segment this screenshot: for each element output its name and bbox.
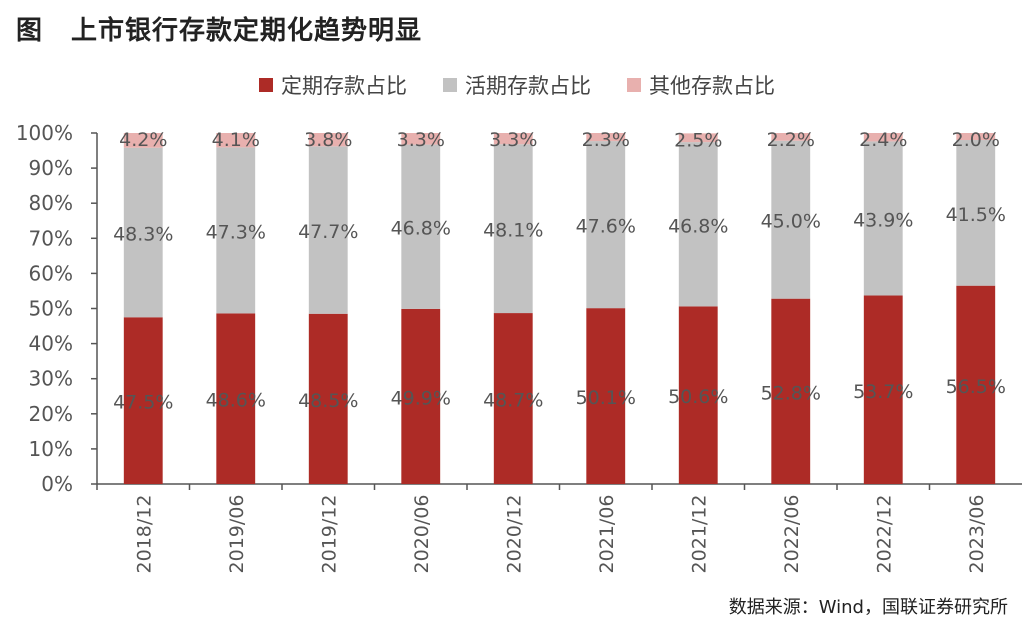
x-tick-label: 2018/12: [133, 495, 155, 574]
x-tick-label: 2020/06: [411, 495, 433, 574]
y-tick-label: 60%: [29, 261, 73, 285]
bar-segment: [123, 133, 163, 148]
bar-segment: [586, 141, 626, 309]
data-label: 50.1%: [576, 387, 636, 409]
bar-segment: [216, 133, 256, 148]
bar-segment: [956, 285, 996, 484]
bar-segment: [956, 133, 996, 141]
bar-segment: [771, 133, 811, 141]
data-label: 4.2%: [119, 129, 167, 151]
data-label: 3.3%: [397, 129, 445, 151]
bar-segment: [216, 147, 256, 314]
data-label: 45.0%: [761, 211, 821, 233]
bar-segment: [771, 298, 811, 484]
bar-segment: [123, 147, 163, 318]
x-tick-label: 2021/12: [688, 495, 710, 574]
x-tick-label: 2019/06: [226, 495, 248, 574]
legend-label-other: 其他存款占比: [649, 74, 775, 98]
source-note: 数据来源：Wind，国联证券研究所: [728, 597, 1008, 618]
bar-segment: [678, 142, 718, 307]
legend: 定期存款占比 活期存款占比 其他存款占比: [0, 70, 1034, 100]
data-label: 48.5%: [298, 390, 358, 412]
data-label: 47.6%: [576, 216, 636, 238]
data-label: 48.1%: [483, 220, 543, 242]
data-label: 48.7%: [483, 390, 543, 412]
chart-title: 图上市银行存款定期化趋势明显: [16, 10, 422, 47]
data-label: 4.1%: [212, 129, 260, 151]
data-label: 3.8%: [304, 129, 352, 151]
x-tick-label: 2021/06: [596, 495, 618, 574]
data-label: 43.9%: [853, 209, 913, 231]
y-tick-label: 90%: [29, 156, 73, 180]
bar-segment: [863, 141, 903, 296]
y-tick-label: 0%: [41, 472, 73, 496]
legend-swatch-fixed: [259, 78, 273, 92]
data-label: 53.7%: [853, 381, 913, 403]
data-label: 49.9%: [391, 387, 451, 409]
bar-segment: [678, 133, 718, 143]
legend-item-demand: 活期存款占比: [443, 70, 591, 100]
x-tick-label: 2022/12: [873, 495, 895, 574]
bar-segment: [956, 140, 996, 286]
bar-segment: [308, 133, 348, 147]
bar-segment: [678, 306, 718, 484]
x-tick-label: 2022/06: [781, 495, 803, 574]
data-label: 2.3%: [582, 129, 630, 151]
bar-segment: [216, 313, 256, 484]
legend-label-fixed: 定期存款占比: [281, 74, 407, 98]
y-tick-label: 20%: [29, 402, 73, 426]
data-label: 41.5%: [946, 204, 1006, 226]
data-label: 3.3%: [489, 129, 537, 151]
data-label: 2.2%: [767, 129, 815, 151]
x-tick-label: 2023/06: [966, 495, 988, 574]
bar-segment: [586, 133, 626, 142]
data-label: 48.3%: [113, 224, 173, 246]
bar-segment: [401, 308, 441, 484]
y-tick-label: 100%: [16, 121, 73, 145]
legend-item-other: 其他存款占比: [627, 70, 775, 100]
y-tick-label: 70%: [29, 226, 73, 250]
y-tick-label: 30%: [29, 367, 73, 391]
bar-segment: [308, 313, 348, 484]
data-label: 2.0%: [952, 129, 1000, 151]
figure-prefix: 图: [16, 16, 44, 46]
bar-segment: [493, 313, 533, 484]
y-tick-label: 80%: [29, 191, 73, 215]
bar-segment: [493, 144, 533, 314]
bar-segment: [401, 144, 441, 309]
data-label: 2.5%: [674, 129, 722, 151]
bar-segment: [308, 146, 348, 314]
y-tick-label: 10%: [29, 437, 73, 461]
data-label: 46.8%: [391, 218, 451, 240]
legend-label-demand: 活期存款占比: [465, 74, 591, 98]
bar-segment: [401, 133, 441, 145]
bar-segment: [123, 317, 163, 484]
data-label: 47.5%: [113, 392, 173, 414]
data-label: 48.6%: [206, 390, 266, 412]
data-label: 46.8%: [668, 215, 728, 237]
bar-segment: [586, 308, 626, 484]
bar-segment: [863, 133, 903, 142]
data-label: 47.3%: [206, 221, 266, 243]
y-tick-label: 40%: [29, 332, 73, 356]
legend-swatch-demand: [443, 78, 457, 92]
data-label: 50.6%: [668, 386, 728, 408]
bar-segment: [863, 295, 903, 484]
y-tick-label: 50%: [29, 297, 73, 321]
bar-segment: [771, 140, 811, 299]
data-label: 2.4%: [859, 129, 907, 151]
data-label: 47.7%: [298, 221, 358, 243]
legend-item-fixed: 定期存款占比: [259, 70, 407, 100]
x-tick-label: 2019/12: [318, 495, 340, 574]
data-label: 52.8%: [761, 382, 821, 404]
title-text: 上市银行存款定期化趋势明显: [71, 16, 423, 46]
x-tick-label: 2020/12: [503, 495, 525, 574]
legend-swatch-other: [627, 78, 641, 92]
data-label: 56.5%: [946, 376, 1006, 398]
bar-segment: [493, 133, 533, 145]
